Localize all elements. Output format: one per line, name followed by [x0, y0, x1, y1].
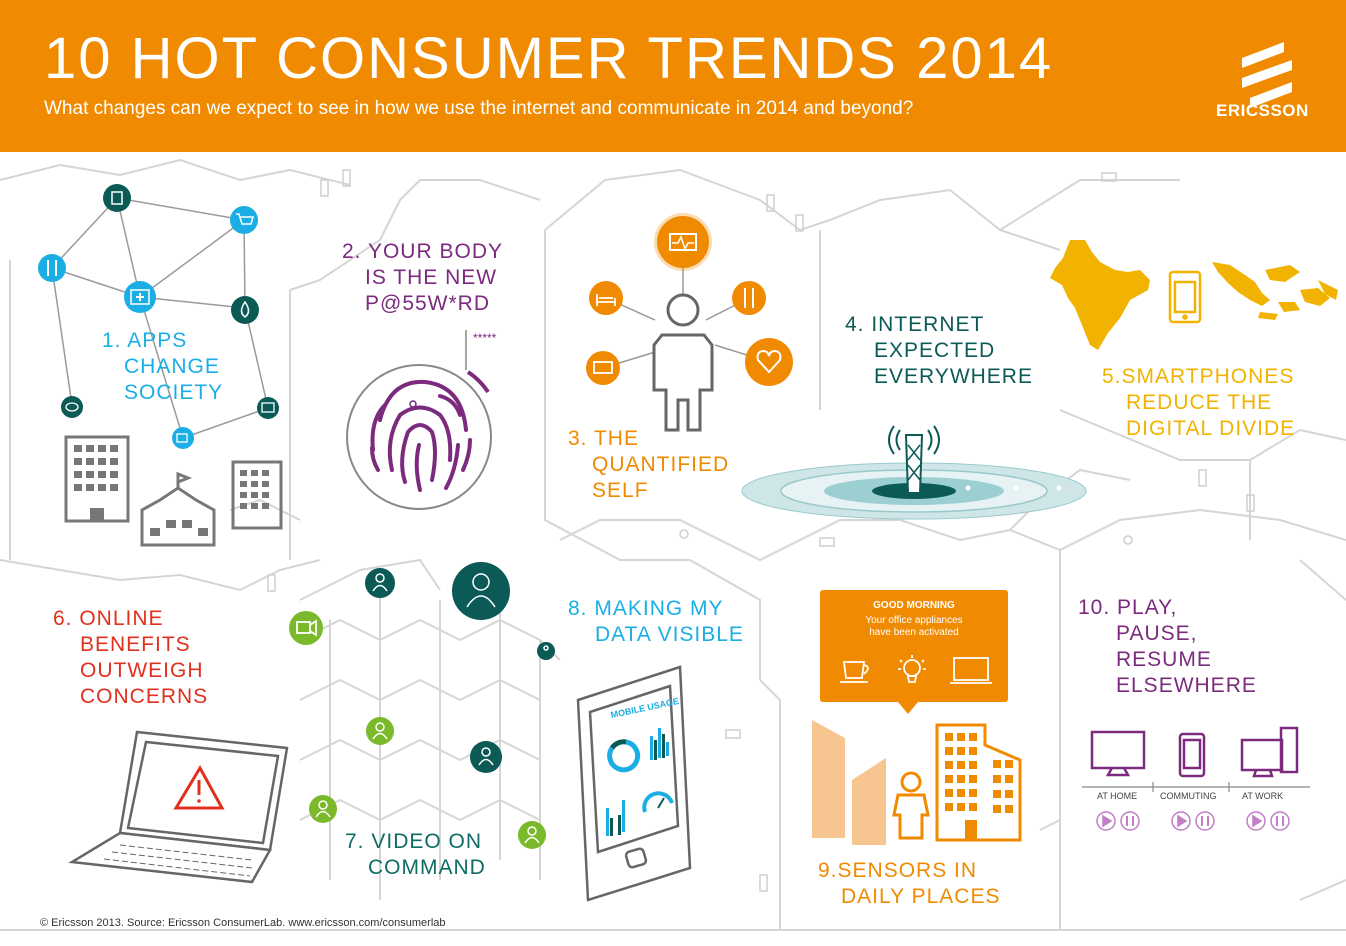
- background-illustration: [0, 158, 1346, 931]
- trend-10-line3: RESUME: [1116, 648, 1212, 671]
- trend-6-line4: CONCERNS: [80, 685, 209, 708]
- trend-10-line1: 10. PLAY,: [1078, 596, 1178, 619]
- brand-name: ERICSSON: [1216, 101, 1309, 120]
- trend-9-line2: DAILY PLACES: [841, 885, 1001, 908]
- trend-3-line2: QUANTIFIED: [592, 453, 730, 476]
- play-icon: [1096, 811, 1266, 831]
- heartbeat-icon: [654, 213, 712, 271]
- water-drop-icon: [231, 296, 259, 324]
- fork-knife-icon: [732, 281, 766, 315]
- trend-2-line3: P@55W*RD: [365, 292, 491, 315]
- trend-10-title: 10. PLAY, PAUSE, RESUME ELSEWHERE: [1078, 595, 1257, 699]
- trend-5-line2: REDUCE THE: [1126, 391, 1273, 414]
- battery-icon: [586, 351, 620, 385]
- bed-icon: [589, 281, 623, 315]
- trend-3-line3: SELF: [592, 479, 649, 502]
- trend-8-title: 8. MAKING MY DATA VISIBLE: [568, 596, 744, 648]
- trend-1-line3: SOCIETY: [124, 381, 224, 404]
- trend-9-line1: 9.SENSORS IN: [818, 859, 978, 882]
- trend-4-line1: 4. INTERNET: [845, 313, 985, 336]
- trend-6-line2: BENEFITS: [80, 633, 191, 656]
- trend-2-title: 2. YOUR BODY IS THE NEW P@55W*RD: [342, 239, 503, 317]
- bubble-line1: Your office appliances: [865, 615, 963, 626]
- money-icon: [172, 427, 194, 449]
- label-at-work: AT WORK: [1242, 791, 1284, 801]
- cart-icon: [230, 206, 258, 234]
- trend-7-line2: COMMAND: [368, 856, 486, 879]
- medkit-icon: [124, 281, 156, 313]
- trend-6-title: 6. ONLINE BENEFITS OUTWEIGH CONCERNS: [53, 606, 208, 710]
- tv-icon: [257, 397, 279, 419]
- trash-icon: [103, 184, 131, 212]
- coffee-cup-icon: [840, 661, 869, 683]
- video-camera-icon: [289, 611, 323, 645]
- lightbulb-icon: [898, 655, 926, 683]
- trend-8-line2: DATA VISIBLE: [595, 623, 744, 646]
- trend-5-line3: DIGITAL DIVIDE: [1126, 417, 1296, 440]
- cutlery-icon: [38, 254, 66, 282]
- chat-icon: [61, 396, 83, 418]
- trend-5-line1: 5.SMARTPHONES: [1102, 365, 1295, 388]
- fingerprint-icon: [346, 330, 492, 510]
- trend-7-line1: 7. VIDEO ON: [345, 830, 483, 853]
- footer-credit: © Ericsson 2013. Source: Ericsson Consum…: [40, 917, 446, 929]
- ericsson-logo-icon: [1242, 42, 1292, 108]
- trend-6-line1: 6. ONLINE: [53, 607, 164, 630]
- heart-icon: [745, 338, 793, 386]
- label-commuting: COMMUTING: [1160, 791, 1217, 801]
- page-title: 10 HOT CONSUMER TRENDS 2014: [44, 26, 1054, 91]
- monitor-icon: [950, 657, 992, 684]
- trend-5-title: 5.SMARTPHONES REDUCE THE DIGITAL DIVIDE: [1102, 364, 1295, 442]
- trend-10-line2: PAUSE,: [1116, 622, 1198, 645]
- person-icon: [652, 293, 714, 432]
- trend-4-title: 4. INTERNET EXPECTED EVERYWHERE: [845, 312, 1033, 390]
- good-morning-bubble: GOOD MORNING Your office appliances have…: [820, 590, 1008, 702]
- trend-3-title: 3. THE QUANTIFIED SELF: [568, 426, 729, 504]
- trend-3-line1: 3. THE: [568, 427, 639, 450]
- password-stars: *****: [473, 331, 497, 345]
- pause-icon: [1120, 811, 1290, 831]
- trend-1-title: 1. APPS CHANGE SOCIETY: [102, 328, 223, 406]
- bubble-title: GOOD MORNING: [873, 600, 955, 611]
- trend-10-line4: ELSEWHERE: [1116, 674, 1257, 697]
- trend-7-title: 7. VIDEO ON COMMAND: [345, 829, 486, 881]
- trend-9-title: 9.SENSORS IN DAILY PLACES: [818, 858, 1000, 910]
- header-banner: 10 HOT CONSUMER TRENDS 2014 What changes…: [0, 0, 1346, 152]
- trend-2-line1: 2. YOUR BODY: [342, 240, 503, 263]
- trend-2-line2: IS THE NEW: [365, 266, 498, 289]
- cell-tower-icon: [741, 425, 1087, 520]
- trend-6-line3: OUTWEIGH: [80, 659, 204, 682]
- warning-icon: [173, 764, 225, 810]
- trend-4-line2: EXPECTED: [874, 339, 996, 362]
- trend-1-line2: CHANGE: [124, 355, 220, 378]
- trend-1-line1: 1. APPS: [102, 329, 188, 352]
- phone-icon: [1168, 270, 1202, 324]
- trend-4-line3: EVERYWHERE: [874, 365, 1033, 388]
- trend-8-line1: 8. MAKING MY: [568, 597, 724, 620]
- appliance-icons: [840, 655, 992, 684]
- bubble-line2: have been activated: [869, 627, 959, 638]
- laptop-icon: [68, 730, 289, 884]
- page-subtitle: What changes can we expect to see in how…: [44, 98, 914, 119]
- label-at-home: AT HOME: [1097, 791, 1138, 801]
